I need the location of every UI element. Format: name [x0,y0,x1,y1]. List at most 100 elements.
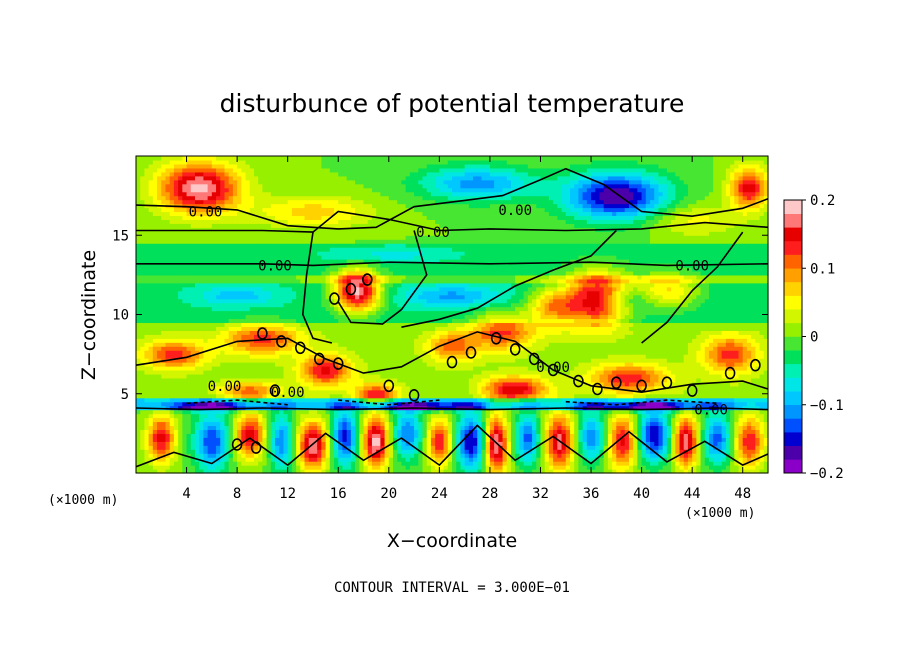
field-cell [178,235,183,240]
field-cell [304,243,310,248]
field-cell [291,461,297,466]
field-cell [228,290,234,296]
field-cell [199,465,205,470]
field-cell [300,239,306,244]
field-cell [342,314,348,320]
field-cell [376,227,381,232]
field-cell [173,346,179,351]
field-cell [148,318,154,324]
field-cell [148,278,154,284]
field-cell [321,179,327,185]
field-cell [329,409,335,415]
field-cell [363,314,369,320]
field-cell [228,334,234,339]
field-cell [312,251,318,256]
field-cell [279,318,285,324]
field-cell [312,211,318,217]
field-cell [148,461,154,466]
field-cell [232,179,238,185]
field-cell [249,266,255,272]
field-cell [148,247,154,252]
field-cell [258,167,263,173]
field-cell [258,393,263,399]
field-cell [279,469,285,474]
field-cell [287,342,293,347]
field-cell [367,342,373,347]
field-cell [283,286,289,292]
field-cell [283,175,289,181]
field-cell [199,266,205,272]
field-cell [161,156,167,161]
field-cell [355,441,360,446]
field-cell [270,342,276,347]
field-cell [258,247,263,252]
field-cell [165,401,171,407]
field-cell [363,251,369,256]
field-cell [232,441,238,446]
field-cell [334,227,339,232]
field-cell [304,239,310,244]
field-cell [232,465,238,470]
field-cell [157,429,162,434]
field-cell [283,393,289,399]
field-cell [287,278,293,284]
field-cell [304,215,310,220]
field-cell [376,433,381,438]
field-cell [186,346,192,351]
field-cell [342,385,348,391]
field-cell [241,469,247,474]
field-cell [338,385,344,391]
field-cell [161,457,167,462]
field-cell [321,183,327,189]
field-cell [207,362,213,367]
field-cell [393,397,398,403]
field-cell [355,465,360,470]
field-cell [157,306,162,312]
field-cell [203,274,209,280]
field-cell [270,409,276,415]
field-cell [186,183,192,189]
field-cell [317,413,322,419]
field-cell [241,286,247,292]
field-cell [220,465,226,470]
field-cell [397,445,403,450]
field-cell [186,215,192,220]
field-cell [338,294,344,300]
field-cell [334,274,339,280]
field-cell [283,207,289,213]
field-cell [355,159,360,165]
field-cell [283,429,289,434]
field-cell [397,469,403,474]
field-cell [216,195,221,201]
field-cell [253,417,259,423]
field-cell [136,262,141,268]
field-cell [152,195,158,201]
field-cell [203,223,209,228]
field-cell [173,159,179,165]
field-cell [283,358,289,363]
field-cell [304,449,310,454]
field-cell [338,203,344,209]
field-cell [186,235,192,240]
field-cell [291,322,297,327]
field-cell [384,199,390,205]
field-cell [329,417,335,423]
field-cell [262,389,268,395]
field-cell [148,274,154,280]
field-cell [232,401,238,407]
field-cell [169,251,175,256]
field-cell [148,231,154,236]
field-cell [220,322,226,327]
field-cell [157,243,162,248]
field-cell [237,247,242,252]
field-cell [199,377,205,383]
field-cell [312,231,318,236]
field-cell [152,453,158,458]
field-cell [279,243,285,248]
field-cell [253,167,259,173]
field-cell [363,413,369,419]
field-cell [237,199,242,205]
field-cell [317,381,322,387]
field-cell [253,262,259,268]
field-cell [338,282,344,288]
